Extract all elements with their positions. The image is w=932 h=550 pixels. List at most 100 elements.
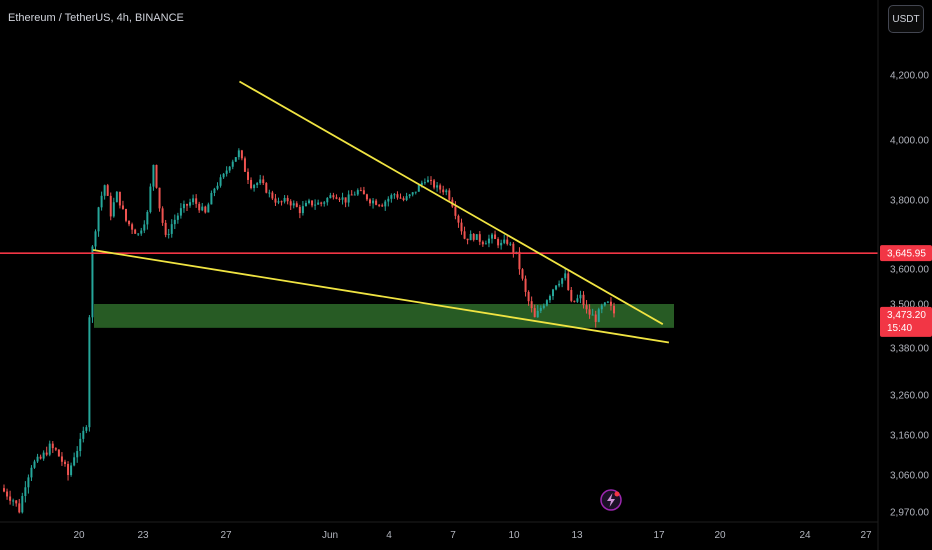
price-tick-label: 3,260.00 bbox=[890, 391, 929, 402]
candle bbox=[42, 450, 45, 461]
candle bbox=[396, 191, 399, 200]
candle bbox=[484, 240, 487, 245]
candle bbox=[606, 300, 609, 304]
candle bbox=[585, 300, 588, 314]
candle bbox=[588, 304, 591, 319]
time-axis[interactable]: 20 23 27 Jun 4 7 10 13 17 20 24 27 bbox=[73, 530, 872, 541]
candle bbox=[219, 174, 222, 188]
candle bbox=[170, 219, 173, 238]
candle bbox=[320, 201, 323, 207]
candles-layer bbox=[3, 148, 615, 514]
candle bbox=[600, 303, 603, 314]
candle bbox=[381, 203, 384, 207]
time-tick-label: 17 bbox=[653, 530, 665, 541]
candle bbox=[167, 228, 170, 239]
candle bbox=[54, 447, 57, 452]
candle bbox=[231, 159, 234, 170]
candle bbox=[128, 220, 131, 227]
chart-title: Ethereum / TetherUS, 4h, BINANCE bbox=[8, 12, 184, 24]
time-tick-label: 7 bbox=[450, 530, 456, 541]
candle bbox=[317, 199, 320, 205]
candle bbox=[195, 194, 198, 208]
candle bbox=[301, 201, 304, 216]
candle bbox=[369, 198, 371, 207]
candle bbox=[289, 199, 292, 211]
candle bbox=[100, 191, 103, 211]
candle bbox=[201, 202, 204, 212]
candle bbox=[234, 156, 237, 162]
candle bbox=[359, 187, 362, 192]
candle bbox=[350, 190, 353, 196]
candle bbox=[186, 203, 188, 211]
candle bbox=[143, 220, 146, 234]
candle bbox=[548, 294, 551, 303]
candle bbox=[390, 193, 393, 203]
candle bbox=[475, 234, 478, 241]
candle bbox=[192, 194, 195, 205]
candle bbox=[497, 237, 500, 249]
candle bbox=[503, 234, 506, 245]
candle bbox=[527, 290, 530, 306]
candle bbox=[9, 490, 12, 505]
time-tick-label: 4 bbox=[386, 530, 392, 541]
candle bbox=[338, 197, 341, 203]
candle bbox=[393, 193, 396, 199]
candle bbox=[262, 175, 265, 186]
candle bbox=[545, 299, 548, 307]
candle bbox=[146, 210, 149, 230]
candle bbox=[542, 303, 545, 310]
time-tick-label: 20 bbox=[714, 530, 726, 541]
time-tick-label: 13 bbox=[571, 530, 583, 541]
support-zone bbox=[94, 304, 674, 328]
candle bbox=[109, 192, 112, 221]
candle bbox=[57, 449, 60, 457]
svg-text:3,473.20: 3,473.20 bbox=[887, 310, 926, 321]
candle bbox=[33, 459, 36, 469]
candle bbox=[375, 198, 378, 206]
trendline-lower[interactable] bbox=[92, 249, 670, 344]
candle bbox=[362, 186, 365, 195]
candle bbox=[405, 192, 408, 202]
candle bbox=[103, 184, 106, 200]
lightning-icon[interactable] bbox=[600, 489, 622, 511]
trendline-upper[interactable] bbox=[239, 80, 664, 325]
candle bbox=[509, 241, 512, 247]
candle bbox=[335, 194, 338, 200]
candle bbox=[198, 201, 201, 213]
candle bbox=[259, 174, 262, 185]
candle bbox=[365, 193, 368, 202]
candle bbox=[436, 182, 439, 192]
svg-text:3,645.95: 3,645.95 bbox=[887, 249, 926, 260]
candle bbox=[609, 297, 612, 311]
candle bbox=[213, 187, 216, 197]
candle bbox=[341, 192, 344, 205]
candle bbox=[106, 183, 109, 197]
current-price-tag: 3,473.20 15:40 bbox=[880, 306, 932, 337]
currency-button[interactable]: USDT bbox=[888, 5, 924, 33]
candle bbox=[430, 176, 432, 185]
candle bbox=[314, 199, 317, 210]
support-zone-layer bbox=[94, 304, 674, 328]
candle bbox=[384, 199, 387, 211]
candle bbox=[3, 484, 5, 493]
candle bbox=[27, 474, 30, 494]
candle bbox=[48, 440, 51, 457]
candle bbox=[240, 149, 243, 161]
candle bbox=[256, 181, 259, 189]
price-axis[interactable]: 4,200.00 4,000.00 3,800.00 3,600.00 3,500.00… bbox=[890, 71, 929, 519]
candle bbox=[411, 191, 414, 197]
candle bbox=[576, 294, 579, 303]
candle bbox=[176, 212, 179, 224]
svg-text:15:40: 15:40 bbox=[887, 323, 912, 334]
candle bbox=[182, 200, 185, 213]
candle bbox=[308, 198, 310, 205]
candle bbox=[70, 462, 73, 477]
candle bbox=[152, 164, 155, 191]
candle bbox=[344, 197, 347, 208]
candle bbox=[326, 197, 329, 206]
candle bbox=[6, 488, 9, 500]
candle bbox=[45, 446, 48, 457]
candle bbox=[179, 203, 182, 219]
